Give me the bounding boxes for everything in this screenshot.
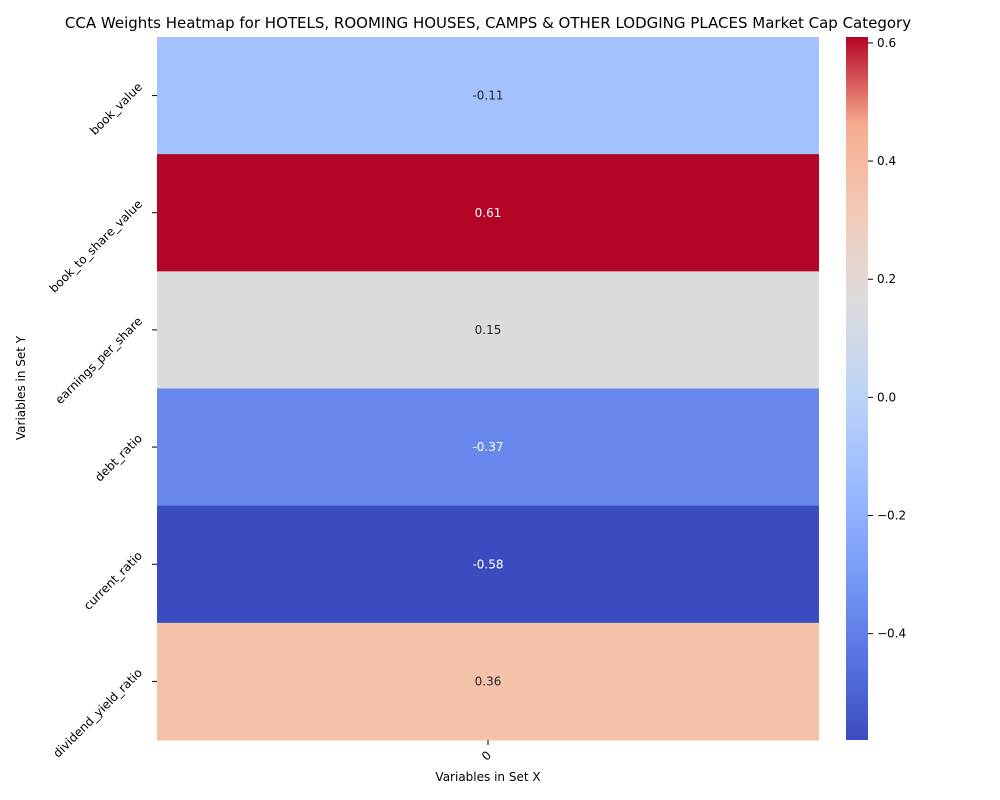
cell-annotation: -0.37 <box>472 440 503 454</box>
heatmap-cell <box>157 37 819 155</box>
cell-annotation: 0.36 <box>475 674 502 688</box>
heatmap-cells <box>157 37 819 741</box>
y-tick-label: earnings_per_share <box>52 314 145 407</box>
y-tick-label: dividend_yield_ratio <box>50 666 145 761</box>
y-tick-label: book_value <box>87 80 145 138</box>
x-axis-label: Variables in Set X <box>435 770 540 784</box>
colorbar <box>846 37 868 740</box>
y-axis-ticks: book_value book_to_share_value earnings_pe… <box>47 80 157 761</box>
heatmap-cell <box>157 271 819 389</box>
cell-annotation: -0.58 <box>472 557 503 571</box>
cell-annotation: -0.11 <box>472 89 503 103</box>
cell-annotations: -0.11 0.61 0.15 -0.37 -0.58 0.36 <box>472 89 503 689</box>
colorbar-tick-label: −0.2 <box>877 509 906 523</box>
colorbar-tick-label: −0.4 <box>877 627 906 641</box>
colorbar-ticks: −0.4 −0.2 0.0 0.2 0.4 0.6 <box>868 36 906 641</box>
colorbar-tick-label: 0.0 <box>877 390 896 404</box>
heatmap-cell <box>157 622 819 741</box>
chart-title: CCA Weights Heatmap for HOTELS, ROOMING … <box>65 14 911 32</box>
heatmap-cell <box>157 388 819 507</box>
colorbar-tick-label: 0.6 <box>877 36 896 50</box>
x-axis-ticks: 0 <box>479 740 494 764</box>
colorbar-tick-label: 0.4 <box>877 154 896 168</box>
cell-annotation: 0.15 <box>475 323 502 337</box>
y-axis-label: Variables in Set Y <box>14 335 28 440</box>
y-tick-label: debt_ratio <box>92 431 145 484</box>
cell-annotation: 0.61 <box>475 206 502 220</box>
heatmap-cell <box>157 154 819 272</box>
colorbar-tick-label: 0.2 <box>877 272 896 286</box>
y-tick-label: book_to_share_value <box>47 197 146 296</box>
y-tick-label: current_ratio <box>81 548 145 612</box>
heatmap-cell <box>157 505 819 624</box>
x-tick-label: 0 <box>479 748 494 763</box>
